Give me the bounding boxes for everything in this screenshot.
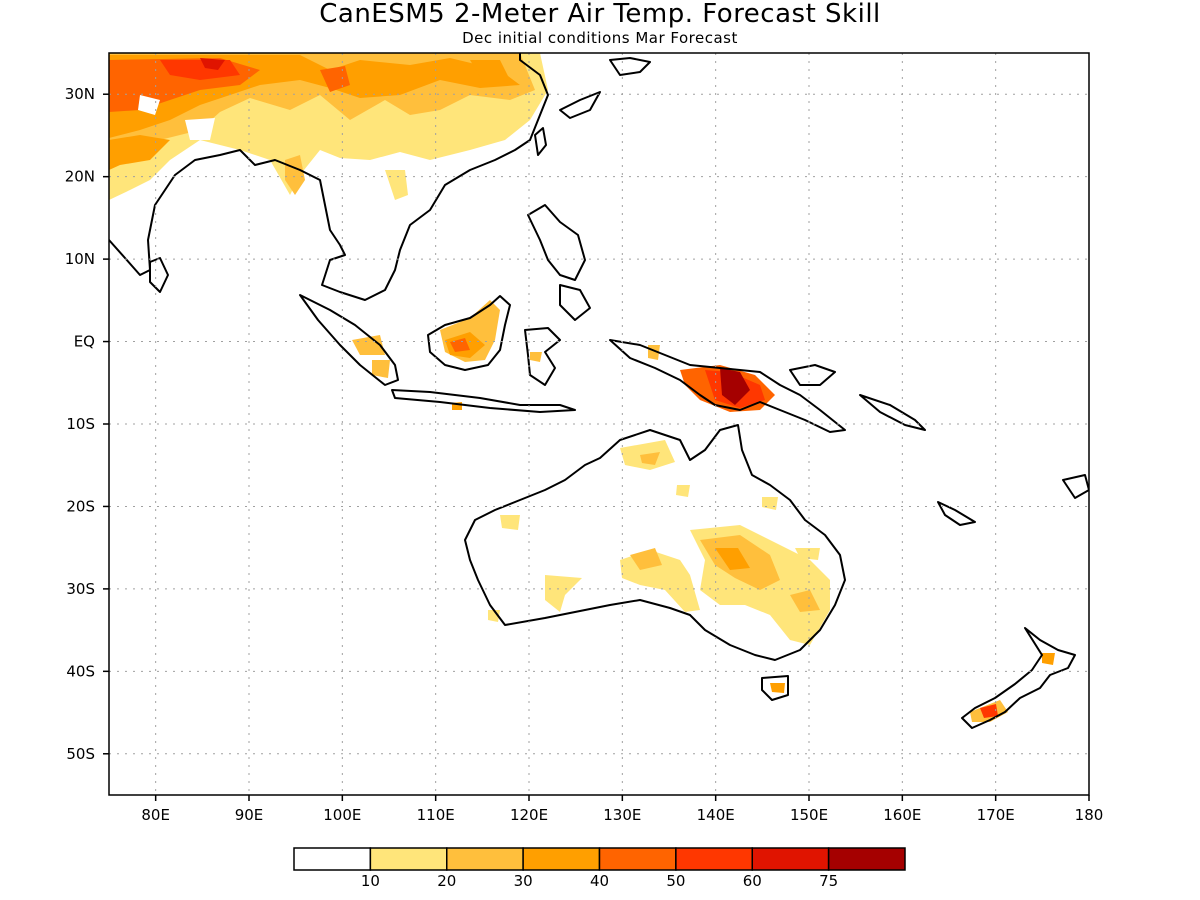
colorbar-swatch bbox=[675, 847, 753, 871]
longitude-tick-label: 130E bbox=[603, 806, 641, 824]
coastlines bbox=[109, 53, 1089, 729]
latitude-tick-label: 30S bbox=[66, 580, 95, 598]
colorbar: 10 20 30 40 50 60 75 bbox=[293, 847, 906, 890]
latitude-tick-label: 10N bbox=[65, 250, 95, 268]
longitude-tick-label: 140E bbox=[697, 806, 735, 824]
map-title: CanESM5 2-Meter Air Temp. Forecast Skill bbox=[319, 0, 881, 29]
latitude-tick-label: 40S bbox=[66, 662, 95, 680]
graticule bbox=[109, 53, 1089, 795]
colorbar-swatch bbox=[446, 847, 524, 871]
colorbar-swatch bbox=[522, 847, 601, 871]
latitude-tick-label: 20S bbox=[66, 497, 95, 515]
colorbar-label: 60 bbox=[743, 872, 762, 890]
latitude-axis: 30N 20N 10N EQ 10S 20S 30S 40S 50S bbox=[65, 85, 109, 763]
longitude-tick-label: 120E bbox=[510, 806, 548, 824]
map-subtitle: Dec initial conditions Mar Forecast bbox=[462, 29, 738, 47]
colorbar-swatch bbox=[827, 847, 906, 871]
longitude-tick-label: 170E bbox=[977, 806, 1015, 824]
longitude-tick-label: 110E bbox=[417, 806, 455, 824]
skill-shading bbox=[109, 53, 1055, 722]
colorbar-label: 30 bbox=[514, 872, 533, 890]
longitude-tick-label: 150E bbox=[790, 806, 828, 824]
longitude-axis: 80E 90E 100E 110E 120E 130E 140E 150E 160E 170E 18… bbox=[141, 795, 1103, 824]
latitude-tick-label: 20N bbox=[65, 168, 95, 186]
longitude-tick-label: 160E bbox=[883, 806, 921, 824]
colorbar-label: 50 bbox=[666, 872, 685, 890]
colorbar-swatch bbox=[751, 847, 830, 871]
longitude-tick-label: 180 bbox=[1075, 806, 1104, 824]
latitude-tick-label: EQ bbox=[74, 333, 95, 351]
colorbar-swatch bbox=[369, 847, 448, 871]
longitude-tick-label: 90E bbox=[235, 806, 264, 824]
colorbar-label: 20 bbox=[437, 872, 456, 890]
latitude-tick-label: 50S bbox=[66, 745, 95, 763]
colorbar-swatch bbox=[293, 847, 372, 871]
colorbar-label: 75 bbox=[819, 872, 838, 890]
latitude-tick-label: 10S bbox=[66, 415, 95, 433]
colorbar-swatch bbox=[598, 847, 677, 871]
colorbar-label: 40 bbox=[590, 872, 609, 890]
colorbar-label: 10 bbox=[361, 872, 380, 890]
longitude-tick-label: 80E bbox=[141, 806, 170, 824]
latitude-tick-label: 30N bbox=[65, 85, 95, 103]
longitude-tick-label: 100E bbox=[323, 806, 361, 824]
